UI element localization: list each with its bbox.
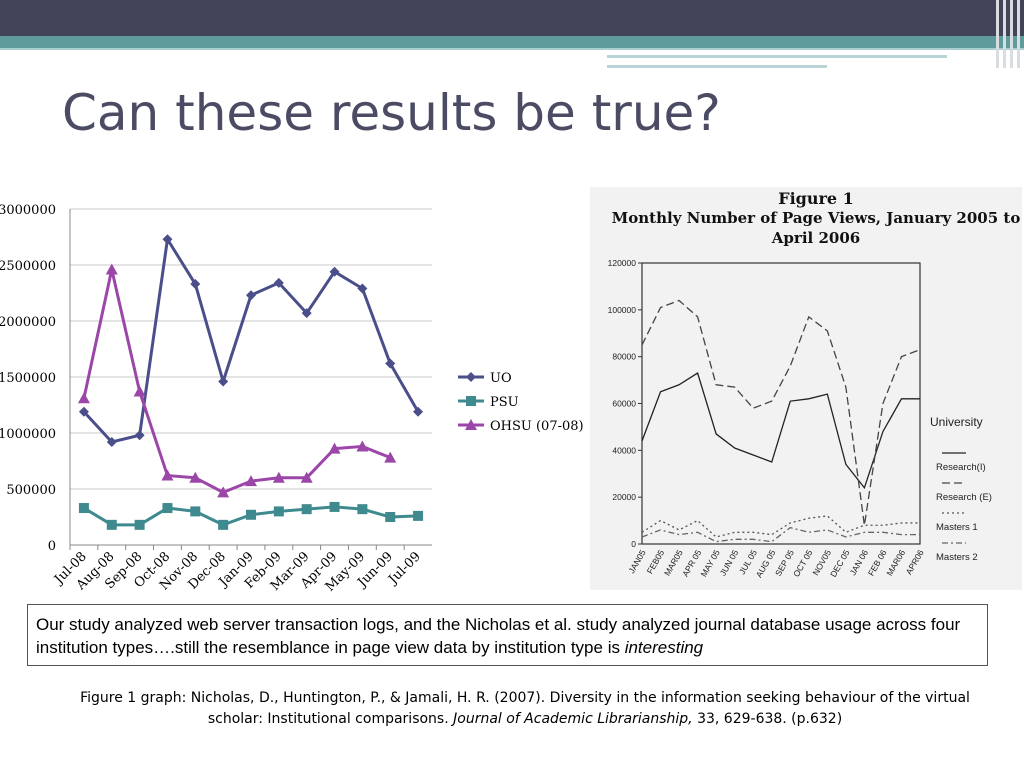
data-point — [466, 372, 476, 382]
data-point — [134, 519, 145, 530]
data-point — [384, 451, 397, 463]
data-point — [356, 440, 369, 452]
data-point — [329, 501, 340, 512]
series-uo: UO — [78, 234, 512, 447]
x-tick-label: MAR06 — [884, 548, 907, 578]
y-tick-label: 1500000 — [0, 371, 56, 386]
x-tick-label: JUN 05 — [718, 548, 741, 578]
series-line — [641, 299, 921, 526]
decorative-bars — [994, 0, 1024, 68]
data-point — [217, 486, 230, 498]
data-point — [189, 471, 202, 483]
data-point — [105, 263, 118, 275]
legend-label: PSU — [490, 395, 519, 410]
data-point — [413, 406, 424, 417]
data-point — [246, 509, 256, 520]
figure-subtitle: Monthly Number of Page Views, January 20… — [612, 209, 1021, 227]
data-point — [413, 510, 424, 521]
legend-label: Research(I) — [936, 462, 986, 473]
page-views-line-chart: 0 500000 1000000 1500000 2000000 2500000 30000… — [0, 203, 584, 595]
data-point — [328, 442, 341, 454]
data-point — [301, 308, 312, 319]
data-point — [273, 506, 284, 517]
y-tick-label: 500000 — [6, 483, 56, 498]
data-point — [218, 376, 229, 387]
data-point — [245, 475, 257, 487]
y-tick-label: 0 — [48, 539, 56, 554]
callout-text: Our study analyzed web server transactio… — [36, 615, 961, 657]
series-psu: PSU — [78, 395, 519, 530]
series-line — [82, 267, 391, 494]
figure-1-scan: Figure 1 Monthly Number of Page Views, Ja… — [590, 187, 1022, 590]
data-point — [106, 436, 117, 447]
legend-label: UO — [490, 371, 512, 386]
data-point — [465, 419, 477, 430]
legend-label: Research (E) — [936, 492, 992, 503]
data-point — [385, 512, 396, 522]
figure-subtitle: April 2006 — [771, 229, 860, 247]
data-point — [218, 519, 229, 530]
data-point — [301, 504, 312, 515]
data-point — [162, 234, 173, 245]
series-line — [82, 237, 420, 444]
data-point — [357, 504, 368, 515]
data-point — [300, 471, 313, 483]
data-point — [329, 266, 340, 277]
data-point — [134, 430, 145, 441]
y-tick-label: 2000000 — [0, 315, 56, 330]
y-tick-label: 120000 — [608, 258, 637, 268]
y-tick-label: 0 — [631, 539, 636, 549]
y-tick-label: 100000 — [608, 305, 637, 315]
data-point — [78, 503, 89, 514]
legend-label: Masters 2 — [936, 552, 978, 563]
data-point — [246, 290, 256, 301]
y-tick-label: 3000000 — [0, 203, 56, 218]
header-accent-thin — [0, 48, 1024, 50]
series-ohsu-07-08: OHSU (07-08) — [77, 263, 584, 498]
citation-pages: 33, 629-638. (p.632) — [692, 711, 843, 727]
x-tick-label: APR06 — [904, 548, 926, 577]
data-point — [106, 519, 117, 530]
y-tick-label: 40000 — [612, 445, 636, 455]
citation-journal: Journal of Academic Librarianship, — [453, 711, 693, 727]
header-accent-bar — [0, 36, 1024, 48]
data-point — [272, 471, 285, 483]
callout-emphasis: interesting — [624, 638, 704, 657]
citation: Figure 1 graph: Nicholas, D., Huntington… — [60, 688, 990, 730]
legend-label: Masters 1 — [936, 522, 978, 533]
series-line — [641, 526, 920, 543]
y-tick-label: 20000 — [612, 492, 636, 502]
header-bar — [0, 0, 1024, 36]
data-point — [78, 406, 89, 417]
data-point — [466, 396, 476, 406]
data-point — [77, 392, 90, 404]
citation-text: Figure 1 graph: Nicholas, D., Huntington… — [80, 690, 970, 727]
y-tick-label: 1000000 — [0, 427, 56, 442]
series-line — [641, 372, 920, 490]
figure-title: Figure 1 — [778, 189, 854, 208]
legend-label: OHSU (07-08) — [490, 419, 584, 434]
data-point — [161, 469, 174, 481]
slide-title: Can these results be true? — [62, 84, 721, 142]
series-line — [641, 515, 920, 538]
data-point — [190, 506, 201, 517]
data-point — [385, 358, 396, 369]
data-point — [162, 503, 173, 514]
accent-line — [607, 65, 827, 68]
y-tick-label: 60000 — [612, 399, 636, 409]
y-tick-label: 2500000 — [0, 259, 56, 274]
accent-line — [607, 55, 947, 58]
data-point — [190, 279, 201, 290]
legend-title: University — [930, 415, 983, 429]
data-point — [357, 283, 368, 294]
callout-box: Our study analyzed web server transactio… — [27, 604, 988, 666]
plot-frame — [641, 262, 921, 545]
data-point — [133, 385, 146, 397]
data-point — [273, 277, 284, 288]
y-tick-label: 80000 — [612, 352, 636, 362]
